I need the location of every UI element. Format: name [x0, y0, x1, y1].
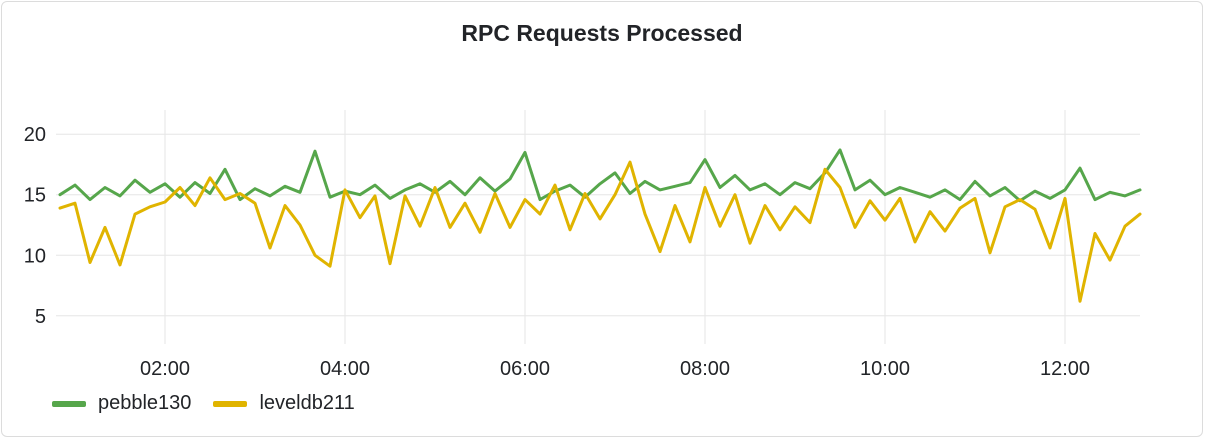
x-tick-label: 02:00 [140, 358, 190, 380]
y-tick-label: 10 [24, 245, 46, 267]
x-tick-label: 04:00 [320, 358, 370, 380]
y-tick-label: 15 [24, 185, 46, 207]
legend-swatch-leveldb211 [213, 400, 248, 407]
series-line-pebble130 [58, 148, 1142, 203]
legend-item-pebble130[interactable]: pebble130 [52, 392, 191, 415]
x-axis: 02:00 04:00 06:00 08:00 10:00 12:00 [140, 358, 1090, 380]
x-tick-label: 12:00 [1040, 358, 1090, 380]
legend-swatch-pebble130 [52, 400, 86, 407]
x-tick-label: 10:00 [860, 358, 910, 380]
series-line-leveldb211 [58, 160, 1142, 303]
y-tick-label: 5 [35, 306, 46, 328]
legend-item-leveldb211[interactable]: leveldb211 [213, 392, 355, 415]
series-lines [58, 148, 1142, 303]
chart-title: RPC Requests Processed [461, 20, 743, 46]
x-tick-label: 06:00 [500, 358, 550, 380]
x-tick-label: 08:00 [680, 358, 730, 380]
legend-label-pebble130: pebble130 [98, 392, 192, 414]
legend-label-leveldb211: leveldb211 [259, 392, 355, 414]
y-tick-label: 20 [24, 124, 46, 146]
legend: pebble130 leveldb211 [52, 392, 377, 415]
y-axis: 5 10 15 20 [24, 124, 46, 328]
grid [56, 110, 1140, 344]
